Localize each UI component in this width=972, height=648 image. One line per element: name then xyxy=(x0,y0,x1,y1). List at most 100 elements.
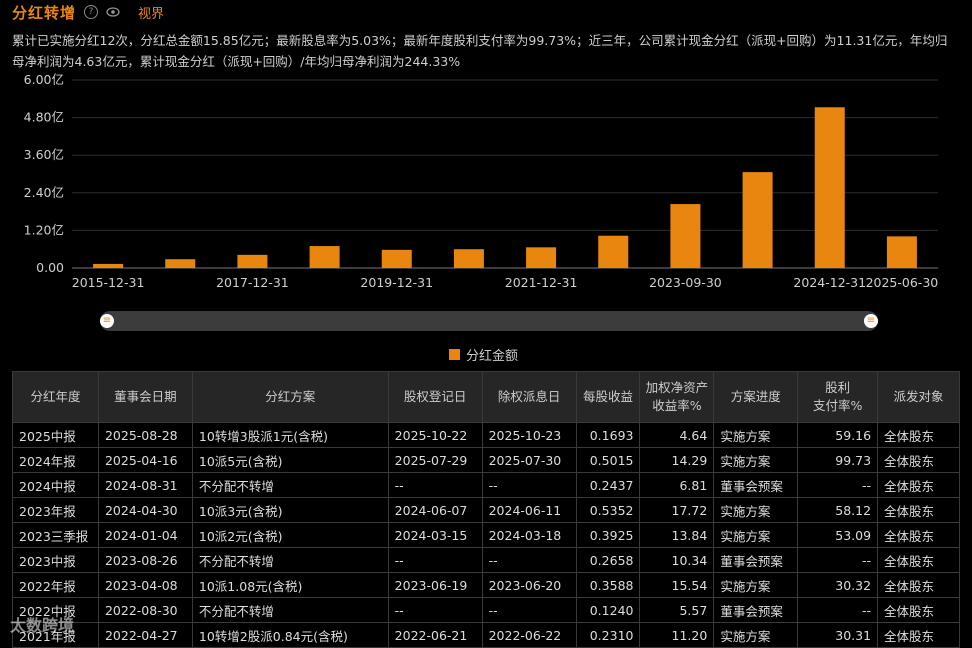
table-cell: 2025-04-16 xyxy=(97,447,193,473)
table-cell: 2022-04-27 xyxy=(97,622,193,648)
table-cell: 14.29 xyxy=(639,447,715,473)
table-cell: 全体股东 xyxy=(877,622,960,648)
column-header: 每股收益 xyxy=(575,371,641,423)
table-row[interactable]: 2021年报 2022-04-27 10转增2股派0.84元(含税) 2022-06-… xyxy=(12,622,960,648)
table-row[interactable]: 2022中报 2022-08-30 不分配不转增 -- -- 0.1240 5.57 董事会预… xyxy=(12,597,960,623)
x-tick-label: 2019-12-31 xyxy=(360,275,433,290)
column-header: 股权登记日 xyxy=(387,371,483,423)
table-cell: 30.32 xyxy=(797,572,879,598)
table-cell: 董事会预案 xyxy=(713,547,799,573)
table-cell: 2024-06-11 xyxy=(481,497,577,523)
table-cell: 全体股东 xyxy=(877,522,960,548)
table-cell: 2025中报 xyxy=(12,422,99,448)
table-cell: 不分配不转增 xyxy=(191,597,389,623)
bar-2018-12-31[interactable] xyxy=(309,246,340,268)
table-row[interactable]: 2022年报 2023-04-08 10派1.08元(含税) 2023-06-19 20… xyxy=(12,572,960,598)
table-cell: 5.57 xyxy=(639,597,715,623)
table-cell: 58.12 xyxy=(797,497,879,523)
slider-left-handle[interactable]: ≡ xyxy=(100,314,114,328)
table-cell: 99.73 xyxy=(797,447,879,473)
table-cell: 10.34 xyxy=(639,547,715,573)
table-row[interactable]: 2023年报 2024-04-30 10派3元(含税) 2024-06-07 2024-… xyxy=(12,497,960,523)
table-cell: 全体股东 xyxy=(877,547,960,573)
table-cell: 0.5352 xyxy=(575,497,641,523)
dividend-table: 分红年度 董事会日期 分红方案 股权登记日 除权派息日 每股收益 加权净资产 收益率% 方案进… xyxy=(12,371,960,648)
y-tick-label: 6.00亿 xyxy=(24,72,64,87)
table-cell: 6.81 xyxy=(639,472,715,498)
table-cell: 0.3925 xyxy=(575,522,641,548)
bar-2023-09-30[interactable] xyxy=(670,204,701,268)
grip-icon: ≡ xyxy=(866,315,876,326)
table-cell: -- xyxy=(797,472,879,498)
table-row[interactable]: 2025中报 2025-08-28 10转增3股派1元(含税) 2025-10-22 2… xyxy=(12,422,960,448)
table-cell: 2025-07-29 xyxy=(387,447,483,473)
bar-2024-12-31[interactable] xyxy=(814,107,845,268)
table-cell: 全体股东 xyxy=(877,572,960,598)
table-cell: 10派5元(含税) xyxy=(191,447,389,473)
section-header: 分红转增 ? 视界 xyxy=(12,2,164,22)
table-cell: 全体股东 xyxy=(877,447,960,473)
column-header: 董事会日期 xyxy=(97,371,193,423)
bar-2015-12-31[interactable] xyxy=(93,263,124,268)
table-cell: 10派1.08元(含税) xyxy=(191,572,389,598)
y-tick-label: 4.80亿 xyxy=(24,110,64,125)
x-tick-label: 2025-06-30 xyxy=(866,275,939,290)
section-title: 分红转增 xyxy=(12,3,77,22)
dividend-summary: 累计已实施分红12次，分红总金额15.85亿元；最新股息率为5.03%；最新年度… xyxy=(12,33,948,69)
view-link[interactable]: 视界 xyxy=(138,6,165,22)
table-cell: 2023-06-20 xyxy=(481,572,577,598)
table-cell: 0.2310 xyxy=(575,622,641,648)
bar-2022-12-31[interactable] xyxy=(598,235,629,268)
table-cell: 2025-10-22 xyxy=(387,422,483,448)
bar-2025-06-30[interactable] xyxy=(886,236,917,268)
bar-2016-12-31[interactable] xyxy=(165,259,196,268)
table-cell: -- xyxy=(797,597,879,623)
x-tick-label: 2017-12-31 xyxy=(216,275,289,290)
table-cell: -- xyxy=(387,597,483,623)
slider-track[interactable] xyxy=(100,311,878,331)
table-cell: 4.64 xyxy=(639,422,715,448)
bar-2017-12-31[interactable] xyxy=(237,254,268,268)
column-header: 加权净资产 收益率% xyxy=(639,371,715,423)
bar-2021-12-31[interactable] xyxy=(526,247,557,268)
table-cell: 2023年报 xyxy=(12,497,99,523)
table-cell: 2025-07-30 xyxy=(481,447,577,473)
table-cell: 实施方案 xyxy=(713,422,799,448)
table-cell: 10派2元(含税) xyxy=(191,522,389,548)
bar-2020-12-31[interactable] xyxy=(453,249,484,268)
table-cell: 2022年报 xyxy=(12,572,99,598)
y-tick-label: 2.40亿 xyxy=(24,185,64,200)
bar-2023-12-31[interactable] xyxy=(742,172,773,268)
table-cell: 不分配不转增 xyxy=(191,547,389,573)
table-cell: 全体股东 xyxy=(877,472,960,498)
x-tick-label: 2021-12-31 xyxy=(505,275,578,290)
table-cell: 2024-04-30 xyxy=(97,497,193,523)
table-cell: 全体股东 xyxy=(877,422,960,448)
bar-2019-12-31[interactable] xyxy=(381,249,412,268)
question-circle-icon[interactable]: ? xyxy=(84,5,99,19)
table-row[interactable]: 2023三季报 2024-01-04 10派2元(含税) 2024-03-15 2024… xyxy=(12,522,960,548)
legend-swatch xyxy=(449,349,460,360)
table-cell: 2024-03-15 xyxy=(387,522,483,548)
y-tick-label: 0.00 xyxy=(36,260,64,275)
table-cell: 不分配不转增 xyxy=(191,472,389,498)
table-cell: 2023-04-08 xyxy=(97,572,193,598)
table-row[interactable]: 2024中报 2024-08-31 不分配不转增 -- -- 0.2437 6.81 董事会预… xyxy=(12,472,960,498)
column-header: 派发对象 xyxy=(877,371,960,423)
table-cell: 2024中报 xyxy=(12,472,99,498)
table-cell: 2022-06-22 xyxy=(481,622,577,648)
table-cell: 15.54 xyxy=(639,572,715,598)
eye-icon[interactable] xyxy=(106,7,120,17)
table-row[interactable]: 2024年报 2025-04-16 10派5元(含税) 2025-07-29 2025-… xyxy=(12,447,960,473)
table-cell: 实施方案 xyxy=(713,447,799,473)
table-cell: 实施方案 xyxy=(713,622,799,648)
table-row[interactable]: 2023中报 2023-08-26 不分配不转增 -- -- 0.2658 10.34 董事会… xyxy=(12,547,960,573)
column-header: 股利 支付率% xyxy=(797,371,879,423)
range-slider[interactable]: ≡ ≡ xyxy=(100,311,878,331)
chart-legend[interactable]: 分红金额 xyxy=(449,345,518,364)
table-cell: 30.31 xyxy=(797,622,879,648)
table-cell: 53.09 xyxy=(797,522,879,548)
slider-right-handle[interactable]: ≡ xyxy=(864,314,878,328)
x-tick-label: 2015-12-31 xyxy=(72,275,145,290)
x-tick-label: 2024-12-31 xyxy=(793,275,866,290)
